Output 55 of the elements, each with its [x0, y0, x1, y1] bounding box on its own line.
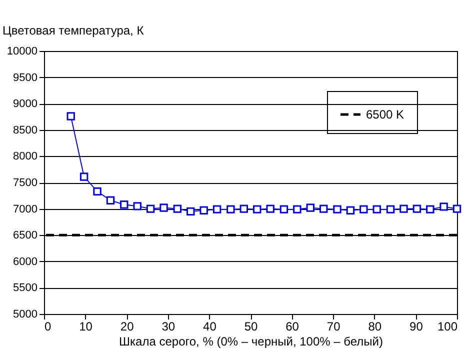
- x-tick-label: 40: [203, 320, 217, 334]
- x-tick-label: 80: [368, 320, 382, 334]
- point: [293, 205, 302, 214]
- y-tick-label: 5500: [13, 282, 38, 294]
- y-tick-label: 8000: [13, 150, 38, 163]
- point: [160, 204, 168, 212]
- y-tick-label: 9500: [13, 72, 38, 84]
- x-tick-label: 100: [437, 320, 458, 334]
- point: [400, 204, 408, 213]
- point: [93, 187, 102, 196]
- x-tick-label: 30: [162, 320, 176, 334]
- legend-label: 6500 K: [366, 108, 404, 122]
- point: [412, 204, 422, 213]
- point: [146, 204, 155, 213]
- y-tick-label: 6500: [13, 230, 38, 242]
- y-tick-label: 9000: [13, 98, 38, 110]
- point: [360, 205, 368, 214]
- y-tick-label: 8500: [13, 124, 38, 136]
- y-tick-label: 7500: [13, 177, 38, 189]
- point: [200, 206, 208, 214]
- point: [333, 205, 342, 214]
- point: [280, 205, 288, 214]
- point: [106, 196, 115, 204]
- point: [212, 205, 222, 214]
- x-tick-label: 60: [286, 320, 300, 334]
- point: [186, 207, 195, 216]
- point: [372, 205, 381, 214]
- point: [253, 205, 262, 214]
- point: [452, 204, 462, 213]
- x-tick-label: 50: [244, 320, 258, 334]
- y-axis-title: Цветовая температура, К: [2, 24, 144, 38]
- point: [386, 205, 395, 214]
- point: [266, 204, 274, 213]
- point: [426, 205, 434, 214]
- point: [173, 204, 182, 213]
- x-tick-label: 90: [410, 320, 424, 334]
- x-axis-title: Шкала серого, % (0% – черный, 100% – белый): [119, 334, 383, 348]
- point: [306, 204, 314, 212]
- point: [80, 172, 88, 181]
- x-tick-label: 70: [326, 320, 341, 334]
- point: [120, 200, 128, 209]
- point: [319, 204, 328, 213]
- point: [440, 202, 448, 211]
- point: [346, 206, 355, 214]
- point: [240, 204, 248, 213]
- x-tick-label: 10: [79, 320, 93, 334]
- y-tick-label: 6000: [13, 256, 38, 268]
- y-tick-label: 7000: [13, 203, 38, 216]
- point: [133, 202, 142, 210]
- x-tick-label: 20: [120, 320, 134, 334]
- point: [226, 205, 235, 214]
- x-tick-label: 0: [44, 320, 52, 334]
- y-tick-label: 5000: [13, 308, 38, 320]
- point: [66, 112, 75, 120]
- y-tick-label: 10000: [6, 46, 38, 58]
